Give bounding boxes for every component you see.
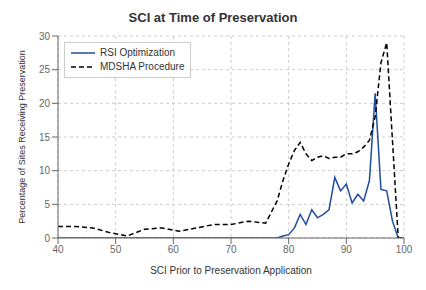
svg-text:100: 100	[396, 244, 413, 255]
svg-text:50: 50	[110, 244, 122, 255]
html-text:RSI Optimization: RSI Optimization	[100, 47, 175, 58]
svg-text:5: 5	[44, 199, 50, 210]
svg-text:60: 60	[168, 244, 180, 255]
svg-text:20: 20	[39, 98, 51, 109]
svg-text:0: 0	[44, 233, 50, 244]
svg-text:80: 80	[283, 244, 295, 255]
svg-text:Percentage of Sites Receiving: Percentage of Sites Receiving Preservati…	[17, 50, 27, 224]
svg-text:40: 40	[52, 244, 64, 255]
html-text:MDSHA Procedure: MDSHA Procedure	[100, 61, 185, 72]
svg-text:SCI Prior to Preservation Appl: SCI Prior to Preservation Application	[150, 265, 312, 276]
svg-text:30: 30	[39, 31, 51, 42]
svg-text:25: 25	[39, 64, 51, 75]
svg-text:15: 15	[39, 132, 51, 143]
svg-text:90: 90	[341, 244, 353, 255]
svg-text:70: 70	[225, 244, 237, 255]
html-text:SCI at Time of Preservation: SCI at Time of Preservation	[128, 10, 298, 25]
svg-text:10: 10	[39, 165, 51, 176]
